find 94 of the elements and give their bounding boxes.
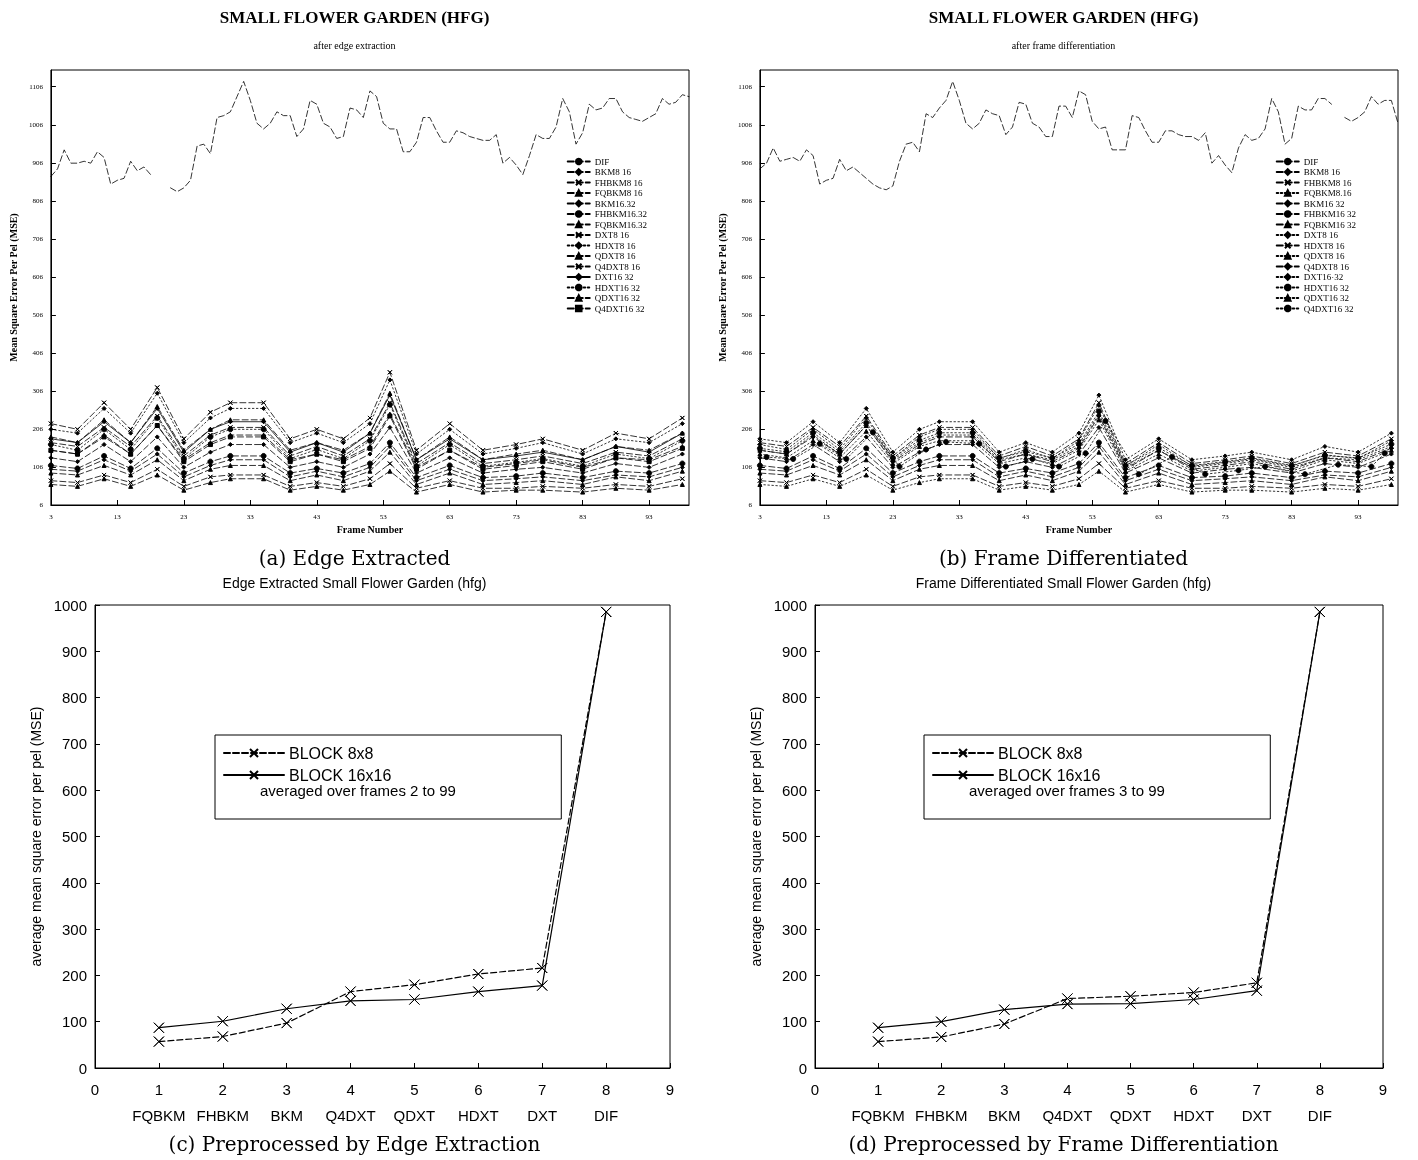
chart-title: Edge Extracted Small Flower Garden (hfg) (222, 575, 487, 591)
annotation: averaged over frames 3 to 99 (969, 782, 1165, 799)
chart-title: Frame Differentiated Small Flower Garden (hfg) (915, 575, 1212, 591)
legend-label: DXT8 16 (1303, 230, 1339, 240)
y-tick-label: 800 (781, 689, 807, 707)
x-tick-label: 0 (810, 1080, 820, 1098)
x-tick-label: 6 HDXT (1173, 1080, 1215, 1124)
legend-label: BKM16.32 (594, 198, 636, 209)
y-tick-label: 100 (61, 1013, 87, 1031)
text: (b) Frame Differentiated (938, 546, 1189, 570)
x-tick-label: 9 (1378, 1080, 1388, 1098)
legend-label: BKM8 16 (594, 167, 632, 177)
legend-label: FHBKM16.32 (594, 209, 648, 219)
x-axis-title: Frame Number (1045, 524, 1113, 536)
legend-label: Q4DXT16 32 (594, 303, 645, 314)
legend-label: Q4DXT16 32 (1303, 303, 1354, 314)
x-tick-label: 1 FQBKM (851, 1080, 905, 1124)
y-tick-label: 600 (781, 781, 807, 799)
text: (c) Preprocessed by Edge Extraction (168, 1132, 541, 1156)
legend-label: FQBKM16 32 (1303, 219, 1357, 230)
y-tick-label: 300 (61, 920, 87, 938)
x-tick-label: 4 Q4DXT (325, 1080, 376, 1124)
legend-label: HDXT16 32 (594, 282, 640, 293)
y-tick-label: 500 (781, 828, 807, 845)
legend-label: BLOCK 8x8 (289, 744, 374, 762)
legend-label: BKM8 16 (1303, 167, 1341, 177)
legend-label: FQBKM16.32 (594, 219, 648, 230)
legend-label: FHBKM8 16 (594, 177, 643, 188)
legend-label: DIF (594, 156, 610, 167)
y-tick-label: 400 (61, 874, 87, 892)
text: (a) Edge Extracted (258, 546, 451, 570)
legend-label: Q4DXT8 16 (1303, 261, 1350, 272)
y-tick-label: 600 (61, 781, 87, 799)
legend-label: QDXT8 16 (1303, 251, 1345, 261)
x-tick-label: 0 (90, 1080, 100, 1098)
legend-label: HDXT8 16 (594, 240, 636, 251)
legend-label: FHBKM8 16 (1303, 177, 1352, 188)
legend-label: QDXT8 16 (594, 251, 636, 261)
legend-label: BLOCK 16x16 (998, 766, 1101, 784)
legend-label: QDXT16 32 (594, 293, 640, 303)
chart-subtitle: after edge extraction (313, 39, 396, 51)
y-tick-label: 1000 (53, 596, 87, 614)
y-tick-label: 900 (61, 642, 87, 660)
legend-label: DXT8 16 (594, 230, 630, 240)
y-tick-label: 0 (798, 1059, 807, 1077)
y-tick-label: 800 (61, 689, 87, 707)
legend-label: HDXT8 16 (1303, 240, 1345, 251)
x-tick-label: 2 FHBKM (196, 1080, 250, 1124)
y-tick-label: 200 (781, 966, 807, 984)
x-tick-label: 5 QDXT (393, 1080, 436, 1124)
x-tick-label: 7 DXT (527, 1080, 558, 1124)
y-tick-label: 700 (781, 735, 807, 753)
y-tick-label: 200 (61, 966, 87, 984)
legend-label: HDXT16 32 (1303, 282, 1349, 293)
x-axis-title: Frame Number (336, 524, 404, 536)
y-axis-title: Mean Square Error Per Pel (MSE) (716, 213, 729, 362)
y-tick-label: 900 (781, 642, 807, 660)
x-tick-label: 7 DXT (1241, 1080, 1272, 1124)
legend-label: BKM16 32 (1303, 198, 1345, 209)
y-tick-label: 700 (61, 735, 87, 753)
x-tick-label: 4 Q4DXT (1042, 1080, 1093, 1124)
legend-label: FHBKM16 32 (1303, 209, 1357, 219)
chart-subtitle: after frame differentiation (1011, 39, 1116, 51)
chart-title: SMALL FLOWER GARDEN (HFG) (219, 8, 490, 27)
legend-label: DXT16 32 (594, 272, 634, 282)
y-axis-title: average mean square error per pel (MSE) (27, 706, 44, 967)
text: (d) Preprocessed by Frame Differentiation (848, 1132, 1279, 1156)
x-tick-label: 8 DIF (594, 1080, 619, 1124)
legend-label: BLOCK 16x16 (289, 766, 392, 784)
chart-title: SMALL FLOWER GARDEN (HFG) (928, 8, 1199, 27)
legend-label: BLOCK 8x8 (998, 744, 1083, 762)
x-tick-label: 6 HDXT (457, 1080, 499, 1124)
y-tick-label: 0 (78, 1059, 87, 1077)
x-tick-label: 8 DIF (1307, 1080, 1332, 1124)
y-tick-label: 400 (781, 874, 807, 892)
legend-label: DXT16·32 (1303, 272, 1344, 282)
legend-label: DIF (1303, 156, 1319, 167)
x-tick-label: 5 QDXT (1109, 1080, 1152, 1124)
x-tick-label: 9 (665, 1080, 675, 1098)
y-tick-label: 300 (781, 920, 807, 938)
y-axis-title: average mean square error per pel (MSE) (747, 706, 764, 967)
x-tick-label: 2 FHBKM (914, 1080, 968, 1124)
x-tick-label: 3 BKM (988, 1080, 1021, 1124)
x-tick-label: 3 BKM (270, 1080, 303, 1124)
y-tick-label: 1000 (773, 596, 807, 614)
legend-label: Q4DXT8 16 (594, 261, 641, 272)
annotation: averaged over frames 2 to 99 (260, 782, 456, 799)
legend-label: QDXT16 32 (1303, 293, 1349, 303)
y-axis-title: Mean Square Error Per Pel (MSE) (7, 213, 20, 362)
x-tick-label: 1 FQBKM (132, 1080, 186, 1124)
legend-label: FQBKM8 16 (594, 188, 643, 198)
y-tick-label: 100 (781, 1013, 807, 1031)
legend-label: FQBKM8.16 (1303, 188, 1352, 198)
y-tick-label: 500 (61, 828, 87, 845)
